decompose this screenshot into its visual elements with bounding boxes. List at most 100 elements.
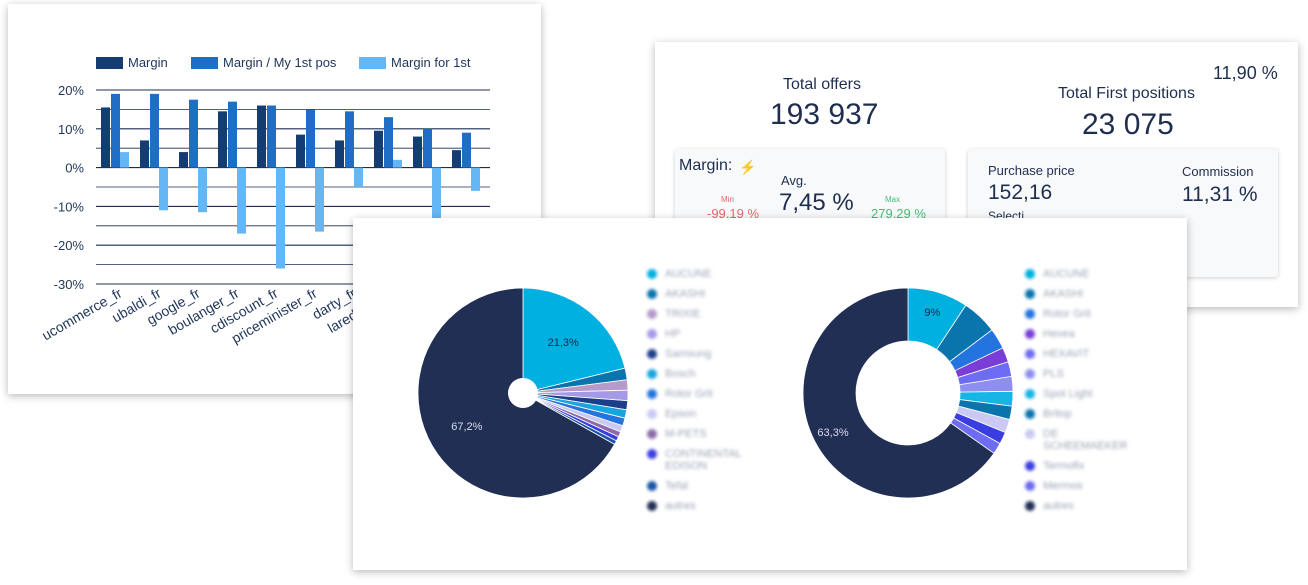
legend-dot [1025, 501, 1035, 511]
slice-label: 67,2% [451, 421, 482, 433]
legend-item[interactable]: Hevea [1025, 328, 1143, 340]
legend-item[interactable]: Rotor Grit [647, 388, 765, 400]
bar[interactable] [111, 93, 120, 168]
legend-dot [647, 429, 657, 439]
legend-label: autres [665, 500, 696, 512]
legend-item[interactable]: Samsung [647, 348, 765, 360]
legend-item[interactable]: Rotor Grit [1025, 308, 1143, 320]
pie-center-hole [508, 378, 538, 408]
legend-swatch [359, 57, 386, 69]
legend-label: AKASHI [665, 288, 706, 300]
bar[interactable] [306, 109, 315, 168]
legend-dot [1025, 429, 1035, 439]
legend-label: Samsung [665, 348, 712, 360]
bar-legend-item[interactable]: Margin [96, 55, 168, 70]
legend-item[interactable]: Britop [1025, 408, 1143, 420]
bar[interactable] [354, 167, 363, 187]
bar[interactable] [198, 167, 207, 213]
bar[interactable] [423, 128, 432, 168]
bar[interactable] [315, 167, 324, 232]
legend-item[interactable]: autres [1025, 500, 1143, 512]
bar[interactable] [140, 140, 149, 168]
legend-label: AUCUNE [1043, 268, 1090, 280]
slice-label: 9% [924, 307, 940, 319]
y-tick-label: -20% [54, 238, 85, 253]
bar[interactable] [374, 130, 383, 168]
bar[interactable] [120, 152, 129, 168]
bar[interactable] [413, 136, 422, 168]
bar[interactable] [345, 111, 354, 168]
bar[interactable] [384, 117, 393, 168]
legend-dot [647, 389, 657, 399]
legend-item[interactable]: AKASHI [1025, 288, 1143, 300]
bar[interactable] [276, 167, 285, 269]
bar[interactable] [471, 167, 480, 191]
legend-item[interactable]: TRIXIE [647, 308, 765, 320]
legend-item[interactable]: AKASHI [647, 288, 765, 300]
legend-dot [647, 269, 657, 279]
y-tick-label: 10% [58, 122, 84, 137]
legend-label: Margin [128, 55, 168, 70]
min-value: -99,19 % [707, 206, 760, 221]
pie-slice[interactable] [802, 287, 995, 499]
pie-charts-card: 21,3% 67,2% AUCUNE AKASHI TRIXIE HP Samsung Bo… [353, 218, 1187, 570]
bar[interactable] [335, 140, 344, 168]
bar[interactable] [432, 167, 441, 219]
bar[interactable] [101, 107, 110, 168]
legend-item[interactable]: HEXAVIT [1025, 348, 1143, 360]
brand-donut-chart: 9% 63,3% [802, 287, 1014, 499]
legend-label: autres [1043, 500, 1074, 512]
total-offers-value: 193 937 [770, 98, 879, 131]
bar[interactable] [218, 111, 227, 168]
bar[interactable] [452, 150, 461, 168]
legend-dot [647, 409, 657, 419]
legend-item[interactable]: Tefal [647, 480, 765, 492]
legend-dot [647, 449, 657, 459]
legend-swatch [191, 57, 218, 69]
bar[interactable] [159, 167, 168, 211]
legend-item[interactable]: M-PETS [647, 428, 765, 440]
legend-item[interactable]: Epson [647, 408, 765, 420]
legend-item[interactable]: PLS [1025, 368, 1143, 380]
legend-dot [1025, 309, 1035, 319]
first-positions-label: Total First positions [1058, 85, 1195, 102]
bar-legend-item[interactable]: Margin for 1st [359, 55, 471, 70]
legend-item[interactable]: Termofix [1025, 460, 1143, 472]
commission-value: 11,31 % [1182, 183, 1258, 206]
bar[interactable] [189, 99, 198, 168]
bar[interactable] [150, 93, 159, 168]
bar[interactable] [462, 132, 471, 168]
legend-label: CONTINENTAL EDISON [665, 448, 742, 472]
legend-label: TRIXIE [665, 308, 701, 320]
legend-item[interactable]: DE SCHEEMAEKER [1025, 428, 1143, 452]
bar-legend-item[interactable]: Margin / My 1st pos [191, 55, 337, 70]
legend-label: Margin / My 1st pos [223, 55, 337, 70]
bar[interactable] [179, 152, 188, 168]
legend-dot [1025, 369, 1035, 379]
legend-item[interactable]: Bosch [647, 368, 765, 380]
margin-bar-chart: Margin Margin / My 1st pos Margin for 1st 2… [39, 55, 490, 346]
legend-item[interactable]: Spot Light [1025, 388, 1143, 400]
bar[interactable] [393, 159, 402, 168]
legend-item[interactable]: Mermos [1025, 480, 1143, 492]
legend-label: Hevea [1043, 328, 1075, 340]
commission-label: Commission [1182, 164, 1254, 179]
legend-dot [1025, 269, 1035, 279]
first-positions-pct: 11,90 % [1213, 63, 1278, 83]
bar[interactable] [257, 105, 266, 168]
legend-item[interactable]: AUCUNE [1025, 268, 1143, 280]
pie-slice[interactable] [522, 287, 626, 394]
legend-item[interactable]: CONTINENTAL EDISON [647, 448, 765, 472]
legend-item[interactable]: HP [647, 328, 765, 340]
legend-item[interactable]: AUCUNE [647, 268, 765, 280]
bar[interactable] [228, 101, 237, 168]
slice-label: 21,3% [548, 337, 579, 349]
legend-label: Epson [665, 408, 697, 420]
bar[interactable] [237, 167, 246, 234]
legend-label: HP [665, 328, 681, 340]
legend-label: DE SCHEEMAEKER [1043, 428, 1128, 452]
legend-item[interactable]: autres [647, 500, 765, 512]
legend-dot [1025, 481, 1035, 491]
bar[interactable] [267, 105, 276, 168]
bar[interactable] [296, 134, 305, 168]
